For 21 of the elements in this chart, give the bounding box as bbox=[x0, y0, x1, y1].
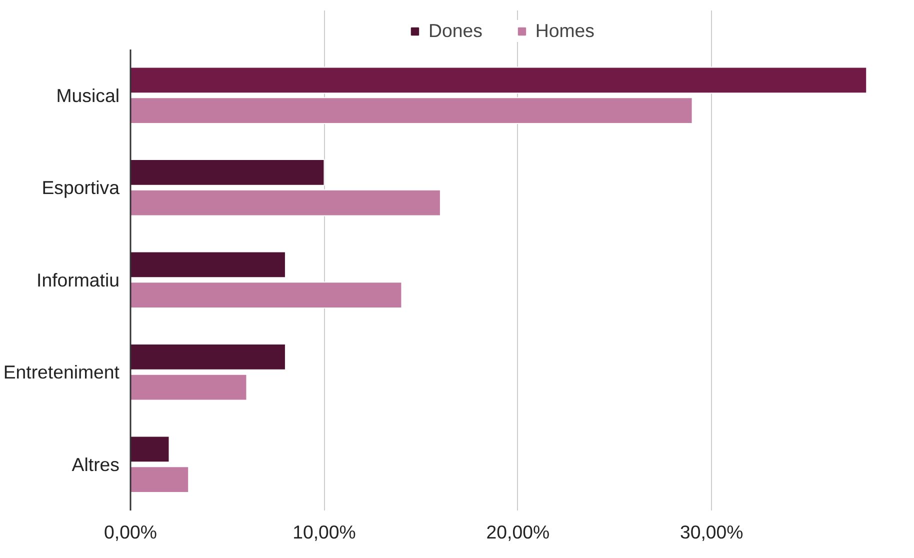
y-tick-label: Esportiva bbox=[42, 177, 120, 198]
y-tick-label: Informatiu bbox=[36, 269, 120, 290]
y-tick-label: Entreteniment bbox=[3, 362, 120, 383]
bar bbox=[130, 158, 325, 186]
bar bbox=[130, 97, 693, 124]
y-tick-label: Musical bbox=[56, 84, 120, 106]
x-tick-label: 0,00% bbox=[104, 522, 157, 542]
bar bbox=[130, 466, 190, 494]
bar bbox=[130, 189, 441, 216]
bar bbox=[130, 343, 286, 370]
bar bbox=[130, 282, 402, 309]
y-tick-label: Altres bbox=[72, 454, 120, 475]
bar bbox=[130, 251, 286, 278]
x-tick-label: 20,00% bbox=[486, 522, 550, 542]
x-tick-label: 10,00% bbox=[292, 522, 356, 542]
legend-label: Homes bbox=[535, 20, 595, 42]
bar bbox=[130, 374, 248, 401]
legend-label: Dones bbox=[428, 20, 482, 42]
bar bbox=[130, 436, 170, 463]
bar bbox=[130, 66, 868, 94]
x-tick-label: 30,00% bbox=[680, 522, 744, 542]
